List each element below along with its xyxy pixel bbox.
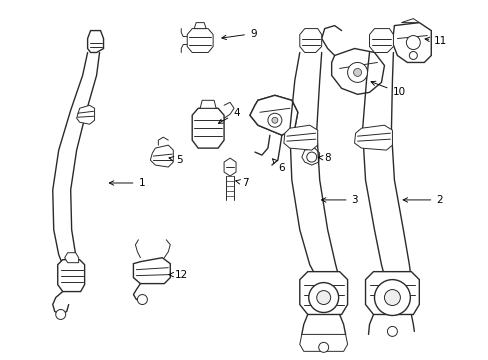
Polygon shape bbox=[200, 100, 216, 108]
Circle shape bbox=[386, 327, 397, 336]
Polygon shape bbox=[64, 253, 79, 263]
Circle shape bbox=[137, 294, 147, 305]
Polygon shape bbox=[301, 148, 319, 165]
Polygon shape bbox=[365, 272, 419, 315]
Circle shape bbox=[406, 36, 420, 50]
Text: 4: 4 bbox=[218, 108, 239, 123]
Circle shape bbox=[353, 68, 361, 76]
Text: 6: 6 bbox=[272, 159, 284, 173]
Circle shape bbox=[347, 62, 367, 82]
Text: 10: 10 bbox=[370, 81, 405, 97]
Circle shape bbox=[318, 342, 328, 352]
Polygon shape bbox=[224, 158, 236, 176]
Polygon shape bbox=[392, 23, 430, 62]
Polygon shape bbox=[299, 334, 347, 351]
Polygon shape bbox=[249, 95, 297, 135]
Polygon shape bbox=[133, 258, 170, 284]
Text: 5: 5 bbox=[169, 155, 183, 165]
Text: 3: 3 bbox=[321, 195, 358, 205]
Text: 7: 7 bbox=[235, 178, 248, 188]
Polygon shape bbox=[299, 272, 347, 315]
Circle shape bbox=[308, 283, 338, 312]
Polygon shape bbox=[369, 28, 393, 53]
Polygon shape bbox=[299, 28, 321, 53]
Circle shape bbox=[271, 117, 277, 123]
Polygon shape bbox=[331, 49, 384, 94]
Circle shape bbox=[306, 152, 316, 162]
Circle shape bbox=[408, 51, 416, 59]
Polygon shape bbox=[401, 19, 419, 23]
Polygon shape bbox=[192, 108, 224, 148]
Text: 1: 1 bbox=[109, 178, 145, 188]
Polygon shape bbox=[354, 125, 392, 150]
Circle shape bbox=[384, 289, 400, 306]
Polygon shape bbox=[150, 145, 173, 167]
Text: 11: 11 bbox=[424, 36, 447, 46]
Text: 8: 8 bbox=[318, 153, 331, 163]
Polygon shape bbox=[58, 260, 84, 292]
Polygon shape bbox=[194, 23, 206, 28]
Circle shape bbox=[316, 291, 330, 305]
Text: 9: 9 bbox=[222, 28, 256, 40]
Text: 12: 12 bbox=[169, 270, 188, 280]
Circle shape bbox=[267, 113, 281, 127]
Circle shape bbox=[374, 280, 409, 315]
Polygon shape bbox=[283, 125, 317, 150]
Polygon shape bbox=[87, 31, 103, 53]
Circle shape bbox=[56, 310, 65, 319]
Polygon shape bbox=[187, 28, 213, 53]
Text: 2: 2 bbox=[403, 195, 442, 205]
Polygon shape bbox=[77, 105, 94, 124]
